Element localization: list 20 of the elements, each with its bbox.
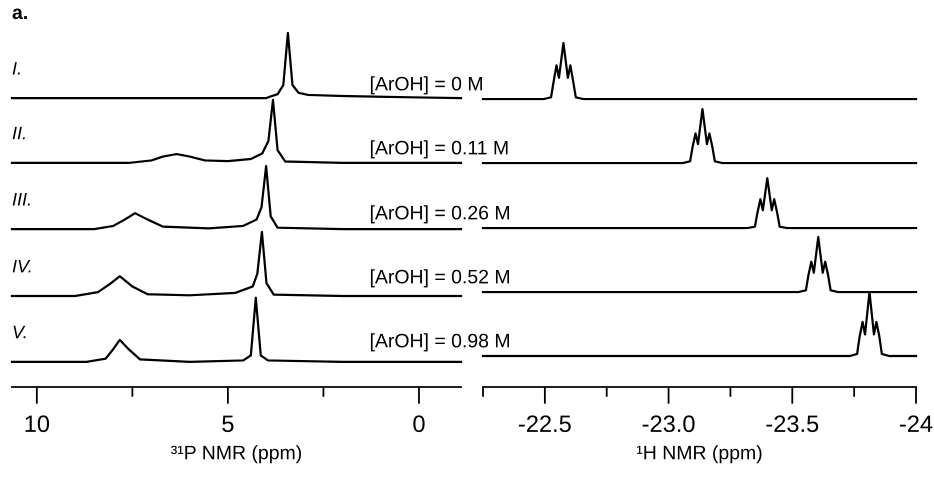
x-tick-label: -22.5	[519, 415, 571, 432]
annotation: [ArOH] = 0.52 M	[370, 269, 509, 288]
x-axis-title: ³¹P NMR (ppm)	[171, 445, 302, 464]
annotation: II.	[12, 126, 25, 140]
annotation: [ArOH] = 0.11 M	[370, 140, 508, 158]
x-tick-label: -23.5	[766, 415, 818, 432]
x-tick-label: 0	[413, 415, 425, 432]
x-tick-label: 10	[26, 415, 50, 432]
x-tick-label: 5	[222, 416, 234, 432]
x-tick-label: -23.0	[642, 415, 695, 432]
x-tick-label: -24	[900, 415, 932, 432]
annotation: [ArOH] = 0.98 M	[370, 333, 509, 352]
annotation: [ArOH] = 0.26 M	[370, 205, 509, 224]
annotation: V.	[14, 326, 26, 338]
chart-title: a.	[12, 8, 27, 20]
annotation: IV.	[12, 260, 31, 272]
x-axis-title: ¹H NMR (ppm)	[637, 445, 762, 464]
annotation: I.	[12, 62, 20, 74]
annotation: III.	[12, 193, 30, 206]
annotation: [ArOH] = 0 M	[370, 76, 482, 94]
